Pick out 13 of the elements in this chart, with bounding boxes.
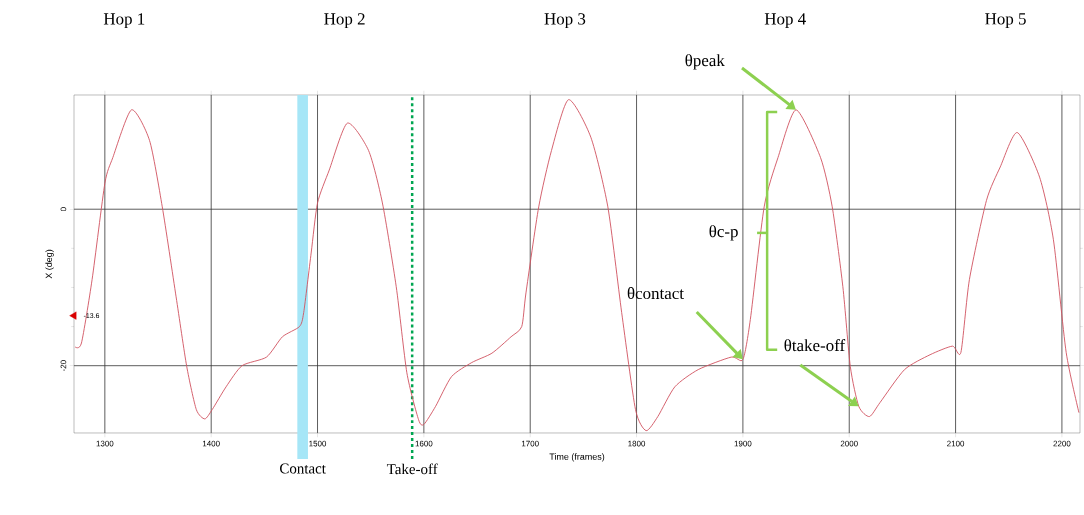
annotation: θpeak xyxy=(685,54,725,70)
text: Hop 3 xyxy=(544,13,586,29)
text: Hop 5 xyxy=(985,13,1026,28)
band-label: Contact xyxy=(280,463,326,474)
annotation: θtake-off xyxy=(784,339,846,352)
annotation: θc-p xyxy=(709,225,738,241)
text: Hop 4 xyxy=(764,13,806,29)
y-axis-title: X (deg) xyxy=(45,249,54,279)
text: Hop 2 xyxy=(324,13,365,29)
text: Hop 1 xyxy=(103,13,145,29)
ref-line-label: Take-off xyxy=(386,463,438,475)
x-axis-title: Time (frames) xyxy=(549,453,605,462)
line-series xyxy=(74,99,1080,432)
